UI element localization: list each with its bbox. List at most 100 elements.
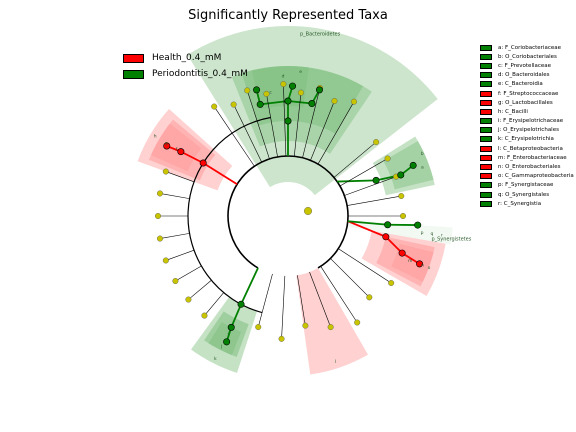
leaf-branch	[347, 195, 402, 206]
leaf-branch	[320, 266, 358, 323]
enriched-node	[382, 233, 390, 241]
taxon-node	[201, 312, 208, 319]
ring-arc	[187, 116, 271, 314]
clade-legend-label: o: C_Gammaproteobacteria	[498, 173, 574, 180]
clade-legend-item: k: C_Erysipelotrichia	[480, 135, 574, 144]
clade-legend-label: e: C_Bacteroidia	[498, 81, 543, 88]
enriched-node	[315, 86, 323, 94]
enriched-node	[289, 82, 297, 90]
branch	[180, 150, 204, 164]
clade-legend-label: r: C_Synergistia	[498, 200, 542, 207]
clade-legend-item: f: F_Streptococcaceae	[480, 89, 574, 98]
branch	[347, 220, 388, 226]
clade-swatch	[480, 145, 492, 152]
enriched-node	[177, 148, 185, 156]
enriched-node	[284, 97, 292, 105]
leaf-branch	[188, 280, 212, 300]
clade-letter-label: m	[408, 259, 412, 264]
leaf-branch	[302, 87, 321, 158]
clade-letter-label: b	[421, 151, 424, 157]
branch	[347, 220, 387, 238]
taxon-node	[351, 98, 358, 105]
clade-letter-label: j	[220, 344, 222, 350]
class-legend-item-periodontitis: Periodontitis_0.4_mM	[123, 66, 248, 82]
clade-sector-l	[296, 267, 368, 375]
clade-legend-label: h: C_Bacilli	[498, 108, 528, 115]
taxon-node	[263, 90, 270, 97]
leaf-branch	[310, 100, 335, 161]
leaf-branch	[317, 101, 355, 165]
clade-legend-item: i: F_Erysipelotrichaceae	[480, 117, 574, 126]
enriched-node	[256, 100, 264, 108]
clade-legend-item: m: F_Enterobacteriaceae	[480, 153, 574, 162]
clade-legend-item: n: O_Enterobacteriales	[480, 162, 574, 171]
leaf-branch	[266, 93, 278, 157]
branch	[260, 100, 289, 106]
taxon-node	[327, 324, 334, 331]
clade-letter-label: k	[214, 356, 217, 362]
enriched-node	[409, 161, 417, 169]
leaf-branch	[309, 271, 331, 328]
enriched-node	[308, 100, 316, 108]
clade-legend-item: j: O_Erysipelotrichales	[480, 126, 574, 135]
clade-swatch	[480, 72, 492, 79]
taxon-node	[156, 190, 163, 197]
clade-swatch	[480, 118, 492, 125]
taxon-node	[280, 81, 287, 88]
leaf-branch	[344, 176, 397, 196]
clade-legend-label: j: O_Erysipelotrichales	[498, 127, 559, 134]
clade-letter-label: p	[421, 231, 424, 236]
taxon-node	[255, 324, 262, 331]
taxon-node	[185, 296, 192, 303]
leaf-branch	[339, 158, 388, 187]
taxon-node	[400, 212, 407, 219]
leaf-branch	[175, 265, 202, 282]
clade-letter-label: n	[421, 263, 424, 268]
clade-swatch	[480, 154, 492, 161]
clade-letter-label: h	[154, 134, 157, 140]
clade-swatch	[480, 173, 492, 180]
leaf-branch	[159, 233, 190, 239]
clade-swatch	[480, 164, 492, 171]
node-layer	[154, 81, 424, 346]
clade-letter-label: d	[282, 74, 285, 80]
clade-legend-label: a: F_Coriobacteriaceae	[498, 44, 561, 51]
taxon-node	[366, 294, 373, 301]
enriched-node	[398, 249, 406, 257]
taxon-node	[156, 235, 163, 242]
clade-legend-label: m: F_Enterobacteriaceae	[498, 154, 567, 161]
clade-swatch	[480, 62, 492, 69]
clade-legend-item: q: O_Synergistales	[480, 190, 574, 199]
clade-letter-label: c	[269, 91, 272, 96]
clade-legend-item: h: C_Bacilli	[480, 107, 574, 116]
leaf-branch	[330, 258, 370, 298]
branch	[230, 303, 242, 328]
taxon-node	[278, 335, 285, 342]
branch	[385, 236, 403, 254]
leaf-branch	[333, 141, 377, 178]
clade-letter-label: f	[176, 147, 178, 153]
clade-legend-item: r: C_Synergistia	[480, 199, 574, 208]
clade-legend-item: p: F_Synergistaceae	[480, 181, 574, 190]
clade-letter-label: r	[441, 232, 443, 238]
clade-legend-label: f: F_Streptococcaceae	[498, 90, 559, 97]
taxon-node	[331, 98, 338, 105]
clade-sector-a	[372, 136, 435, 196]
taxon-node	[398, 193, 405, 200]
taxon-node	[373, 139, 380, 146]
taxon-node	[162, 168, 169, 175]
enriched-node	[414, 221, 422, 229]
clade-legend-label: b: O_Coriobacteriales	[498, 53, 557, 60]
clade-letter-label: q	[430, 232, 433, 237]
leaf-branch	[281, 275, 286, 339]
clade-legend-label: g: O_Lactobacillales	[498, 99, 553, 106]
clade-letter-label: p_Bacteroidetes	[300, 31, 341, 37]
taxon-node	[230, 101, 237, 108]
clade-swatch	[480, 44, 492, 51]
clade-sector-c	[251, 66, 309, 110]
clade-legend-item: c: F_Prevotellaceae	[480, 61, 574, 70]
clade-swatch	[480, 108, 492, 115]
enriched-node	[223, 338, 231, 346]
